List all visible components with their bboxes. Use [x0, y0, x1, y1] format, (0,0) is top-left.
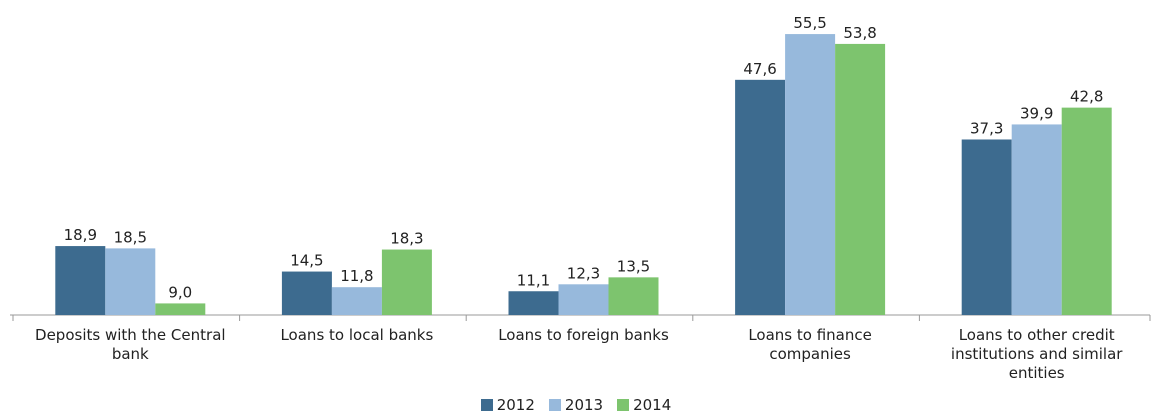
bar — [608, 277, 659, 315]
legend-label: 2013 — [564, 396, 604, 414]
bar — [55, 246, 106, 315]
value-label: 37,3 — [970, 119, 1003, 137]
value-label: 55,5 — [793, 14, 826, 32]
bar — [105, 248, 156, 315]
legend-swatch — [548, 399, 561, 411]
value-label: 13,5 — [617, 257, 650, 275]
value-label: 18,3 — [390, 230, 423, 248]
legend-item: 2014 — [617, 396, 671, 414]
legend-item: 2013 — [548, 396, 604, 414]
value-label: 11,1 — [517, 271, 550, 289]
value-label: 39,9 — [1020, 104, 1053, 122]
bar — [835, 43, 886, 315]
legend-label: 2014 — [633, 396, 672, 414]
value-label: 14,5 — [290, 252, 323, 270]
bar — [735, 79, 786, 315]
bar — [331, 287, 382, 315]
bar — [961, 139, 1012, 315]
value-label: 42,8 — [1070, 88, 1103, 106]
legend: 2012 2013 2014 — [0, 396, 1152, 414]
legend-swatch — [480, 399, 493, 411]
bar — [155, 303, 206, 315]
bar — [281, 271, 332, 315]
x-tick-label: Loans to foreign banks — [498, 326, 669, 344]
legend-item: 2012 — [480, 396, 535, 414]
value-label: 18,5 — [114, 228, 147, 246]
x-tick-label: Loans to local banks — [280, 326, 434, 344]
value-label: 12,3 — [567, 264, 600, 282]
bar — [1061, 107, 1112, 315]
bar — [785, 34, 836, 315]
value-label: 11,8 — [340, 267, 373, 285]
legend-label: 2012 — [496, 396, 535, 414]
bar — [1011, 124, 1062, 315]
x-tick-label: Deposits with the Central bank — [35, 326, 226, 363]
value-label: 18,9 — [64, 226, 97, 244]
value-label: 9,0 — [168, 283, 192, 301]
value-label: 47,6 — [743, 60, 776, 78]
bar — [558, 284, 609, 315]
bar — [381, 249, 432, 315]
legend-swatch — [617, 399, 630, 411]
x-tick-label: Loans to finance companies — [748, 326, 872, 363]
bar — [508, 291, 559, 315]
x-tick-label: Loans to other credit institutions and s… — [950, 326, 1123, 382]
value-label: 53,8 — [843, 24, 876, 42]
